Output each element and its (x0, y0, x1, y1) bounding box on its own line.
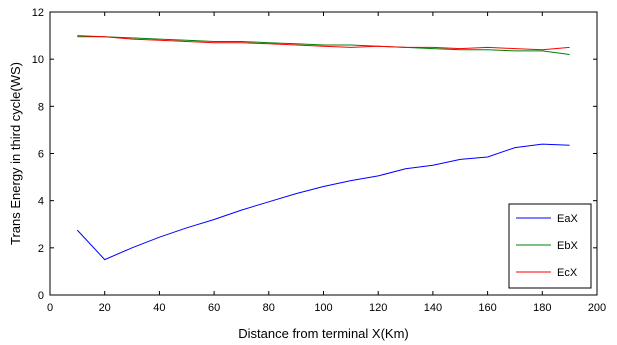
x-axis-label: Distance from terminal X(Km) (238, 326, 408, 341)
x-tick-label: 200 (588, 302, 606, 314)
x-tick-label: 20 (99, 302, 111, 314)
legend: EaX EbX EcX (508, 203, 592, 289)
x-tick-label: 60 (208, 302, 220, 314)
y-tick-label: 4 (38, 196, 44, 208)
x-tick-label: 0 (47, 302, 53, 314)
series-line-eax (76, 143, 570, 261)
y-tick-label: 2 (38, 243, 44, 255)
y-tick-label: 10 (32, 54, 44, 66)
series-line-ecx (77, 35, 570, 51)
legend-label-ebx: EbX (557, 240, 578, 252)
y-axis-label: Trans Energy in third cycle(WS) (8, 62, 23, 245)
legend-label-ecx: EcX (557, 267, 578, 279)
x-tick-label: 120 (369, 302, 387, 314)
y-tick-label: 0 (38, 290, 44, 302)
y-tick-label: 8 (38, 101, 44, 113)
y-tick-label: 6 (38, 149, 44, 161)
legend-box (508, 203, 592, 289)
x-tick-label: 80 (263, 302, 275, 314)
series-line-ebx (77, 36, 570, 55)
y-tick-label: 12 (32, 7, 44, 19)
tick-layer: 0 20 40 60 80 100 120 140 160 180 200 0 2 4 6 8 10 12 (32, 7, 606, 314)
x-tick-label: 140 (424, 302, 442, 314)
x-tick-label: 180 (533, 302, 551, 314)
x-tick-label: 100 (314, 302, 332, 314)
x-tick-label: 40 (153, 302, 165, 314)
x-tick-label: 160 (478, 302, 496, 314)
plot-area (49, 11, 598, 296)
series-layer (76, 35, 570, 261)
legend-label-eax: EaX (557, 213, 578, 225)
